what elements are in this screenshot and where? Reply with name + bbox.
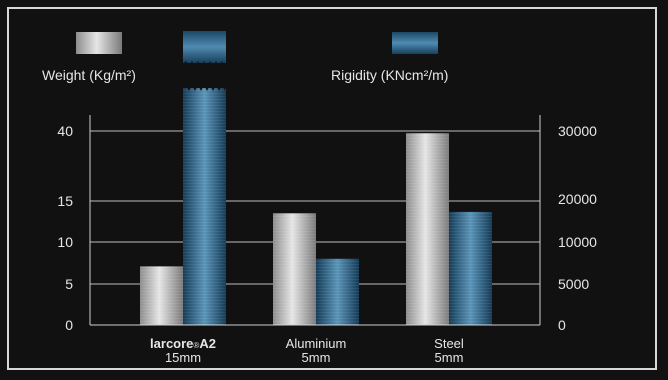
legend-label-weight: Weight (Kg/m²) bbox=[42, 67, 136, 83]
left-tick-label: 0 bbox=[65, 317, 73, 333]
right-tick-label: 10000 bbox=[558, 234, 597, 250]
category-label: Steel bbox=[434, 336, 464, 351]
legend-label-rigidity: Rigidity (KNcm²/m) bbox=[331, 67, 448, 83]
rigidity-bar-texture bbox=[183, 88, 226, 325]
category-label: Aluminium bbox=[286, 336, 347, 351]
category-thickness-label: 5mm bbox=[302, 350, 331, 365]
right-tick-label: 30000 bbox=[558, 123, 597, 139]
weight-bar-texture bbox=[273, 213, 316, 325]
weight-bar-texture bbox=[140, 266, 183, 325]
bar-break-mark bbox=[183, 84, 226, 91]
rigidity-bar-texture bbox=[449, 211, 492, 325]
right-tick-label: 20000 bbox=[558, 191, 597, 207]
rigidity-bar-top-stub bbox=[183, 31, 226, 63]
category-thickness-label: 15mm bbox=[165, 350, 201, 365]
chart-frame bbox=[7, 7, 657, 370]
left-tick-label: 40 bbox=[57, 123, 73, 139]
bar-break-mark bbox=[183, 61, 226, 75]
legend-swatch-weight bbox=[76, 32, 122, 54]
left-tick-label: 15 bbox=[57, 193, 73, 209]
left-tick-label: 10 bbox=[57, 234, 73, 250]
category-label: larcore®A2 bbox=[150, 336, 216, 351]
left-tick-label: 5 bbox=[65, 276, 73, 292]
weight-bar-texture bbox=[406, 133, 449, 325]
category-thickness-label: 5mm bbox=[435, 350, 464, 365]
right-tick-label: 5000 bbox=[558, 276, 589, 292]
rigidity-bar-texture bbox=[316, 258, 359, 325]
legend-swatch-rigidity bbox=[392, 32, 438, 54]
right-tick-label: 0 bbox=[558, 317, 566, 333]
